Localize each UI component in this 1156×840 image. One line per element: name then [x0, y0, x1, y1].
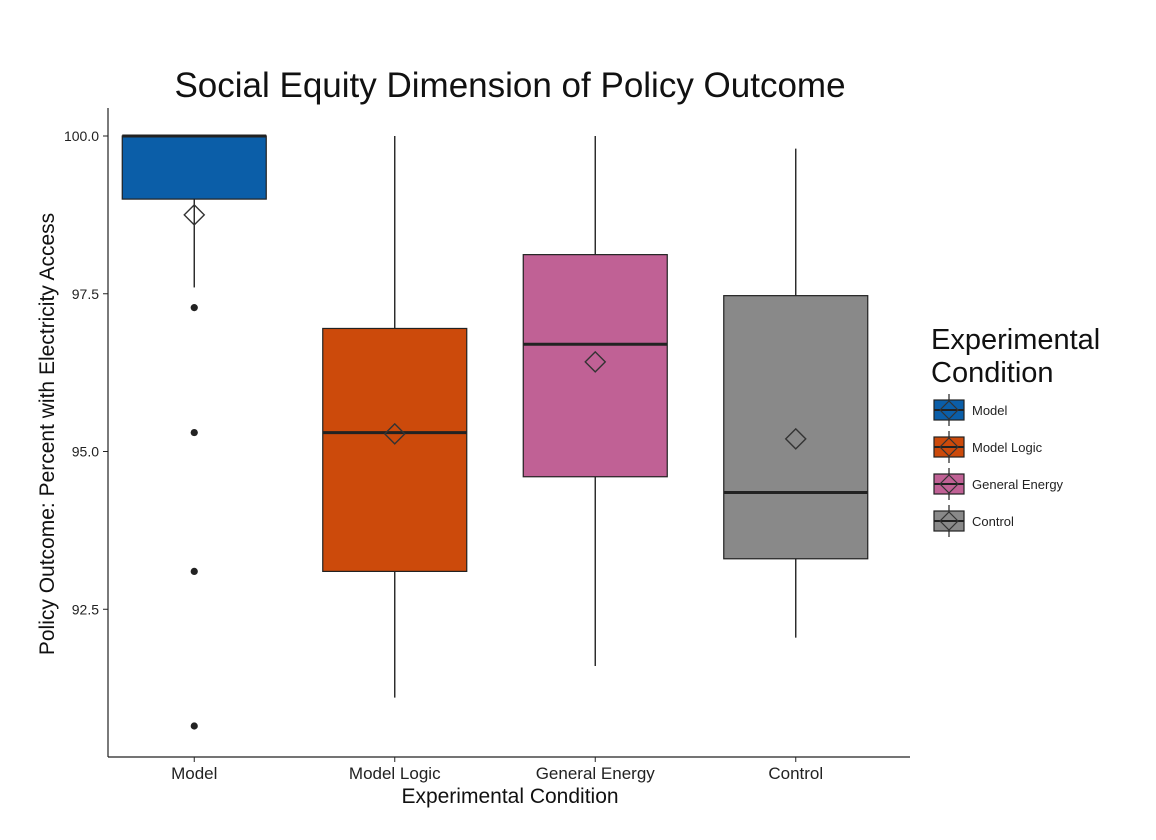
box-body: [322, 327, 468, 573]
y-tick-label: 92.5: [72, 601, 99, 617]
x-tick-label: General Energy: [536, 764, 656, 783]
x-axis-title: Experimental Condition: [401, 785, 618, 808]
legend-label: Model Logic: [972, 440, 1043, 455]
legend-item-control: Control: [933, 505, 1014, 537]
box-body: [121, 135, 267, 200]
x-tick-label: Model: [171, 764, 217, 783]
y-axis-title: Policy Outcome: Percent with Electricity…: [36, 213, 59, 655]
legend-key-diamond: [939, 400, 959, 420]
chart-title: Social Equity Dimension of Policy Outcom…: [174, 66, 845, 105]
legend-key-diamond: [939, 437, 959, 457]
legend-item-model-logic: Model Logic: [933, 431, 1043, 463]
legend-label: Model: [972, 403, 1008, 418]
box-model: [121, 134, 267, 730]
legend-key-diamond: [939, 474, 959, 494]
plot-area: [121, 134, 869, 730]
outlier-point: [190, 722, 198, 730]
x-tick-label: Model Logic: [349, 764, 441, 783]
legend-title: Condition: [931, 357, 1054, 389]
box-body: [723, 295, 869, 560]
x-tick-label: Control: [768, 764, 823, 783]
mean-marker: [383, 422, 406, 445]
legend-item-model: Model: [933, 394, 1008, 426]
mean-marker: [584, 350, 607, 373]
mean-marker: [784, 427, 807, 450]
box-general-energy: [522, 136, 668, 667]
legend-item-general-energy: General Energy: [933, 468, 1064, 500]
y-tick-label: 95.0: [72, 444, 99, 460]
y-tick-label: 100.0: [64, 128, 99, 144]
box-body: [522, 254, 668, 478]
mean-marker: [183, 203, 206, 226]
box-model-logic: [322, 136, 468, 698]
outlier-point: [190, 567, 198, 576]
box-control: [723, 148, 869, 638]
legend-label: General Energy: [972, 477, 1064, 492]
outlier-point: [190, 304, 198, 312]
outlier-point: [190, 428, 198, 437]
axes: 92.5 95.0 97.5 100.0 Model Model Logic General…: [64, 108, 910, 783]
legend-key-diamond: [939, 511, 959, 531]
y-tick-label: 97.5: [72, 286, 99, 302]
legend-label: Control: [972, 514, 1014, 529]
legend-title: Experimental: [931, 324, 1100, 356]
